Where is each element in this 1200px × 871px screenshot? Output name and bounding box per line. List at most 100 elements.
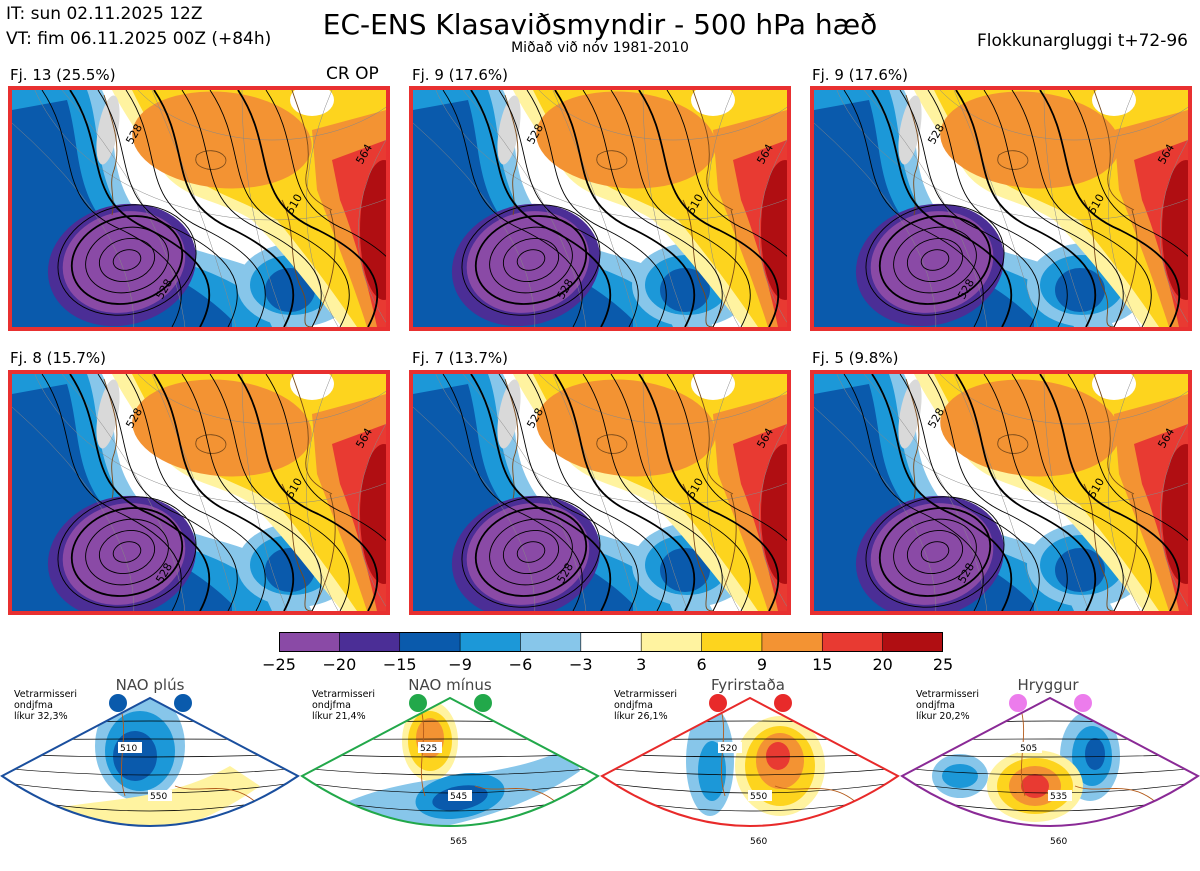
- note-line: ondjfma: [614, 700, 653, 711]
- height-contour: [69, 90, 211, 327]
- height-contour: [582, 90, 723, 327]
- note-line: Vetrarmisseri: [14, 689, 77, 700]
- height-contour: [442, 374, 583, 611]
- regime-map-nao-minus: 525 545 565: [300, 694, 600, 847]
- contour-label: 520: [720, 744, 737, 754]
- height-contour: [153, 90, 295, 327]
- anomaly-area: [940, 379, 1120, 477]
- graticule: [814, 122, 937, 327]
- graticule: [1043, 90, 1090, 327]
- anomaly-area: [1092, 90, 1136, 116]
- anomaly-area: [497, 379, 521, 449]
- colorbar-segment: [882, 632, 943, 652]
- contour-label: 505: [1020, 744, 1037, 754]
- classification-window: Flokkunargluggi t+72-96: [976, 31, 1188, 51]
- height-contour: [878, 215, 992, 305]
- height-contour: [474, 507, 588, 597]
- height-contour: [865, 204, 1005, 316]
- anomaly-area: [265, 268, 315, 312]
- height-contour: [2, 823, 298, 826]
- regime-dot: [774, 694, 792, 712]
- height-contour: [554, 374, 696, 611]
- colorbar-tick-label: 9: [756, 655, 767, 674]
- page-title: EC-ENS Klasaviðsmyndir - 500 hPa hæð: [322, 8, 878, 41]
- regime-dot: [109, 694, 127, 712]
- panel-tag-1: CR OP: [326, 64, 379, 84]
- regime-note-ridge: Vetrarmisseri ondjfma líkur 20,2%: [916, 689, 979, 722]
- note-line: Vetrarmisseri: [916, 689, 979, 700]
- graticule: [61, 90, 186, 327]
- note-line: líkur 21,4%: [312, 711, 366, 722]
- coastline: [504, 378, 519, 500]
- regime-dot: [174, 694, 192, 712]
- graticule: [413, 406, 536, 611]
- height-contour: [57, 204, 197, 316]
- colorbar-tick-label: −9: [448, 655, 472, 674]
- note-line: líkur 20,2%: [916, 711, 970, 722]
- height-contour: [85, 226, 169, 294]
- graticule: [953, 90, 1039, 327]
- regime-dot: [1009, 694, 1027, 712]
- regime-title-blocking: Fyrirstaða: [711, 676, 785, 694]
- height-contour: [125, 90, 266, 327]
- iceland-coast: [997, 434, 1029, 454]
- anomaly-area: [1092, 374, 1136, 400]
- anomaly-area: [62, 211, 186, 313]
- colorbar-segment: [580, 632, 642, 652]
- height-contour: [666, 374, 787, 542]
- height-contour: [871, 374, 1013, 611]
- colorbar-segment: [279, 632, 341, 652]
- height-contour: [498, 90, 639, 327]
- anomaly-area: [132, 91, 312, 189]
- height-contour: [843, 90, 984, 327]
- colorbar-tick-label: 20: [872, 655, 893, 674]
- anomaly-area: [113, 731, 157, 781]
- height-contour: [920, 249, 950, 271]
- contour-label: 550: [750, 792, 767, 802]
- panel-label-6: Fj. 5 (9.8%): [812, 349, 899, 367]
- height-contour: [502, 238, 560, 282]
- anomaly-colorbar: [279, 632, 943, 652]
- height-contour: [70, 215, 184, 305]
- height-contour: [489, 518, 573, 586]
- graticule: [758, 423, 787, 607]
- anomaly-area: [466, 211, 590, 313]
- panel-label-5: Fj. 7 (13.7%): [412, 349, 508, 367]
- height-contour: [98, 238, 156, 282]
- regime-dot: [709, 694, 727, 712]
- height-contour: [666, 90, 787, 258]
- height-contour: [638, 90, 780, 327]
- height-contour: [1011, 90, 1152, 327]
- height-contour: [899, 90, 1040, 327]
- height-contour: [41, 374, 182, 611]
- anomaly-area: [898, 379, 922, 449]
- contour-label-bg: [748, 835, 772, 846]
- height-contour: [638, 374, 780, 611]
- graticule: [814, 406, 937, 611]
- height-contour: [893, 518, 977, 586]
- coastline: [504, 94, 519, 216]
- contour-label-bg: [1018, 742, 1042, 753]
- height-contour: [237, 374, 379, 611]
- height-contour: [955, 90, 1097, 327]
- graticule: [939, 90, 1188, 141]
- contour-label: 545: [450, 792, 467, 802]
- anomaly-area: [1021, 774, 1049, 798]
- graticule: [137, 90, 386, 141]
- height-contour: [1011, 374, 1152, 611]
- note-line: ondjfma: [916, 700, 955, 711]
- height-contour: [57, 496, 197, 608]
- cluster-map-4: 528 510 528 564: [8, 370, 390, 615]
- anomaly-area: [536, 379, 716, 477]
- anomaly-area: [870, 503, 994, 605]
- colorbar-tick-label: −15: [382, 655, 417, 674]
- height-contour: [1039, 374, 1181, 611]
- graticule: [1159, 423, 1188, 607]
- regime-dot: [409, 694, 427, 712]
- graticule: [151, 374, 237, 611]
- height-contour: [489, 226, 573, 294]
- graticule: [151, 90, 237, 327]
- cluster-map-6: 528 510 528 564: [810, 370, 1192, 615]
